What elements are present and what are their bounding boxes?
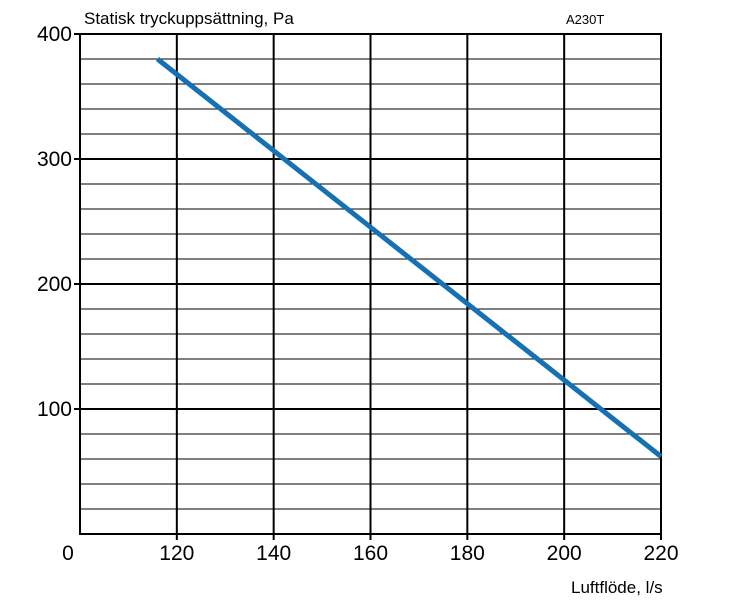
- y-tick-label: 200: [37, 273, 72, 296]
- y-axis-label: Statisk tryckuppsättning, Pa: [84, 9, 294, 28]
- x-tick-label: 220: [643, 542, 678, 565]
- y-tick-label: 400: [37, 23, 72, 46]
- y-tick-label: 300: [37, 148, 72, 171]
- x-tick-label: 120: [159, 542, 194, 565]
- model-code: A230T: [566, 12, 605, 27]
- x-tick-label: 160: [353, 542, 388, 565]
- origin-label: 0: [62, 542, 74, 565]
- x-tick-label: 180: [450, 542, 485, 565]
- x-axis-label: Luftflöde, l/s: [571, 578, 663, 597]
- series-line: [155, 57, 663, 459]
- y-tick-label: 100: [37, 398, 72, 421]
- x-tick-label: 140: [256, 542, 291, 565]
- x-tick-label: 200: [547, 542, 582, 565]
